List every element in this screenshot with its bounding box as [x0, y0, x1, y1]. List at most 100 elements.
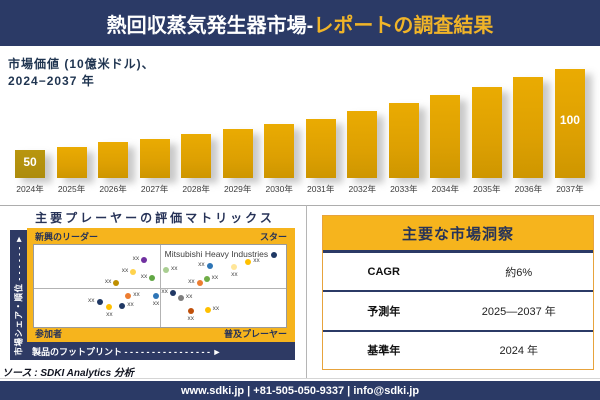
point-label: xx — [127, 300, 134, 308]
section-divider-horizontal — [0, 205, 600, 206]
x-axis-tick-label: 2037年 — [556, 184, 584, 194]
matrix-plot: xx xx xx xx xx Mitsubishi Heavy Industries xx x… — [33, 244, 287, 328]
matrix-point: xx — [203, 274, 218, 283]
table-row: 予測年 2025—2037 年 — [323, 292, 593, 332]
bar-2031年 — [305, 119, 336, 178]
matrix-y-axis: 市場シェア・順位 - - - - - - ► — [10, 230, 27, 360]
x-axis-tick-label: 2033年 — [390, 184, 418, 194]
market-insights-table: 主要な市場洞察 CAGR 約6% 予測年 2025—2037 年 基準年 202… — [322, 215, 594, 370]
matrix-point: xx — [133, 255, 148, 263]
point-label: xx — [132, 254, 140, 262]
matrix-x-axis: 製品のフットプリント - - - - - - - - - - - - - - -… — [27, 342, 295, 360]
chart-axis-title-line2: 2024−2037 年 — [8, 74, 95, 89]
quadrant-divider-horizontal — [34, 287, 286, 289]
bar-2026年 — [98, 142, 129, 178]
point-label: xx — [121, 267, 129, 275]
matrix-point: xx — [198, 261, 213, 269]
source-note: ソース : SDKI Analytics 分析 — [2, 368, 134, 379]
x-axis-tick-label: 2031年 — [307, 184, 335, 194]
point-label: xx — [161, 287, 168, 295]
point-label: xx — [253, 256, 260, 264]
matrix-point: xx — [187, 308, 194, 322]
matrix-point: xx — [122, 267, 137, 276]
matrix-point: xx — [106, 304, 113, 318]
insights-row-value: 約6% — [505, 266, 533, 279]
bar-2025年 — [56, 147, 87, 178]
insights-row-value: 2024 年 — [499, 345, 539, 358]
matrix-point: xx — [125, 291, 140, 299]
x-axis-tick-label: 2035年 — [473, 184, 501, 194]
point-label: xx — [140, 273, 148, 281]
quadrant-label-top-left: 新興のリーダー — [35, 232, 99, 242]
table-row: CAGR 約6% — [323, 253, 593, 293]
point-label: xx — [88, 296, 95, 304]
quadrant-label-bottom-right: 普及プレーヤー — [223, 329, 287, 339]
matrix-y-axis-label: 市場シェア・順位 - - - - - - ► — [13, 234, 24, 356]
bar-2024年: 50 — [15, 150, 45, 178]
bar-chart: 50 100 — [15, 69, 585, 178]
x-axis-tick-label: 2024年 — [16, 184, 44, 194]
matrix-point: xx — [153, 292, 159, 307]
chart-axis-title: 市場価値 (10億米ドル)、 2024−2037 年 — [8, 56, 155, 91]
bar-data-label-last: 100 — [559, 113, 580, 127]
bar-2033年 — [388, 103, 419, 178]
bar-2035年 — [471, 87, 502, 178]
page-header: 熱回収蒸気発生器市場- レポートの調査結果 — [0, 0, 600, 46]
chart-axis-title-line1: 市場価値 (10億米ドル)、 — [8, 57, 155, 71]
quadrant-divider-vertical — [160, 245, 161, 327]
point-label: xx — [106, 311, 113, 319]
bar-2034年 — [430, 95, 461, 178]
x-axis-tick-label: 2030年 — [265, 184, 293, 194]
x-axis-tick-label: 2036年 — [514, 184, 543, 194]
point-label: xx — [212, 305, 220, 313]
point-label: xx — [231, 271, 238, 279]
bar-2027年 — [139, 139, 170, 178]
matrix-point: xx — [188, 278, 203, 287]
x-axis-tick-label: 2034年 — [431, 184, 460, 194]
x-axis-tick-label: 2026年 — [99, 184, 127, 194]
matrix-point: xx — [231, 264, 238, 278]
table-row: 基準年 2024 年 — [323, 332, 593, 369]
matrix-point: xx — [163, 265, 178, 274]
point-label: xx — [104, 278, 112, 286]
insights-row-label: 予測年 — [367, 305, 401, 318]
matrix-point: xx — [119, 301, 134, 309]
matrix-title: 主要プレーヤーの評価マトリックス — [35, 211, 275, 225]
point-label: xx — [152, 299, 160, 307]
highlight-company-label: Mitsubishi Heavy Industries — [164, 248, 269, 259]
point-label: xx — [188, 278, 195, 286]
matrix-frame: 新興のリーダー スター 参加者 普及プレーヤー xx xx xx xx xx Mitsub… — [27, 228, 295, 342]
quadrant-label-bottom-left: 参加者 — [35, 329, 63, 339]
bar-2037年: 100 — [554, 69, 585, 178]
x-axis-tick-label: 2029年 — [223, 184, 252, 194]
bar-2032年 — [347, 111, 378, 178]
matrix-point: xx — [177, 293, 192, 301]
contact-footer: www.sdki.jp | +81-505-050-9337 | info@sd… — [0, 381, 600, 400]
x-axis-tick-label: 2028年 — [182, 184, 210, 194]
insights-row-label: CAGR — [367, 265, 400, 278]
point-label: xx — [133, 290, 140, 298]
footer-divider — [0, 378, 600, 379]
bar-2028年 — [181, 134, 212, 178]
page-title-main: 熱回収蒸気発生器市場- — [106, 14, 314, 37]
bar-chart-labels: 2024年 2025年 2026年 2027年 2028年 2029年 2030年 2031年… — [15, 183, 585, 195]
insights-table-header: 主要な市場洞察 — [323, 216, 593, 253]
x-axis-tick-label: 2027年 — [140, 184, 169, 194]
bar-2036年 — [513, 77, 544, 178]
bar-2030年 — [264, 124, 295, 178]
point-label: xx — [187, 315, 194, 323]
point-label: xx — [198, 260, 205, 268]
bar-data-label-first: 50 — [23, 155, 37, 169]
bar-2029年 — [222, 129, 253, 178]
matrix-point: xx — [161, 288, 176, 296]
section-divider-vertical — [306, 205, 307, 378]
point-label: xx — [185, 292, 193, 300]
matrix-x-axis-label: 製品のフットプリント - - - - - - - - - - - - - - -… — [32, 346, 222, 357]
x-axis-tick-label: 2032年 — [348, 184, 376, 194]
x-axis-tick-label: 2025年 — [57, 184, 86, 194]
insights-row-label: 基準年 — [367, 345, 401, 358]
insights-row-value: 2025—2037 年 — [481, 305, 556, 318]
page-title-accent: レポートの調査結果 — [313, 14, 494, 37]
matrix-point: xx — [245, 257, 260, 265]
